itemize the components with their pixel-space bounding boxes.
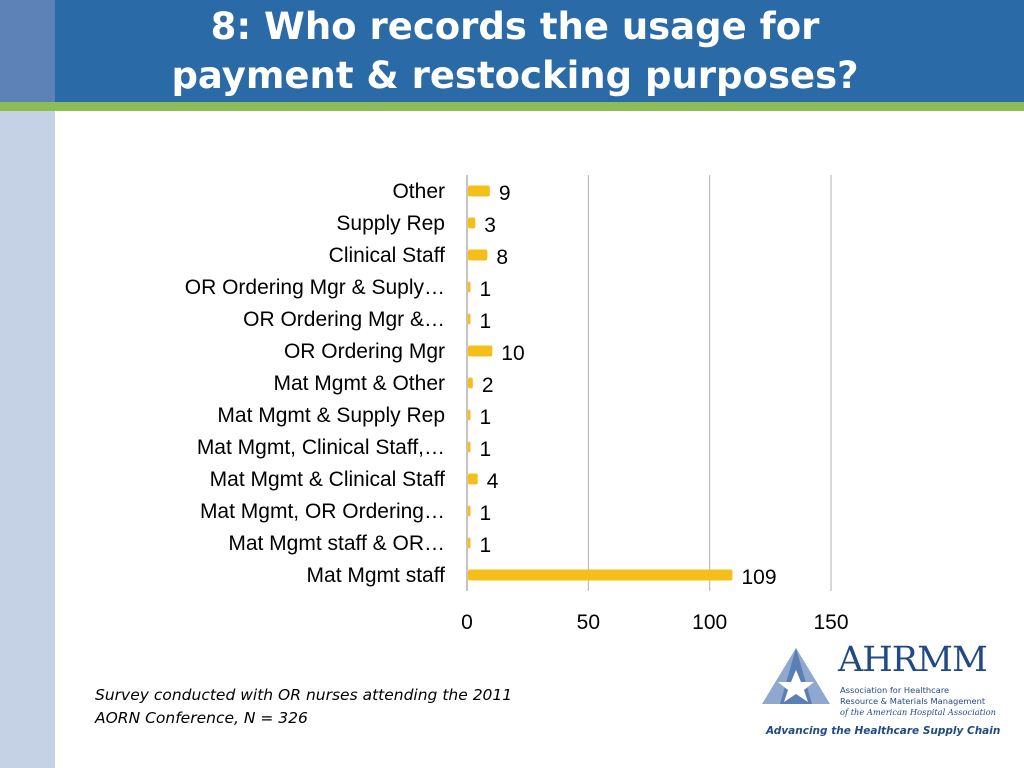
bar-9: [468, 473, 478, 485]
bar-6: [468, 377, 473, 389]
logo-subtitle: Association for Healthcare Resource & Ma…: [840, 685, 1005, 718]
data-label-5: 10: [501, 342, 524, 365]
category-label-1: Supply Rep: [336, 212, 445, 235]
logo-sub-line-3: of the American Hospital Association: [840, 707, 996, 717]
logo-tagline: Advancing the Healthcare Supply Chain: [766, 725, 1001, 737]
category-label-9: Mat Mgmt & Clinical Staff: [210, 468, 446, 491]
x-tick-label-2: 100: [692, 611, 727, 634]
bar-4: [468, 313, 471, 325]
data-label-3: 1: [480, 278, 492, 301]
data-label-10: 1: [480, 502, 492, 525]
category-label-8: Mat Mgmt, Clinical Staff,…: [197, 436, 445, 459]
bar-12: [468, 569, 733, 581]
bar-1: [468, 217, 476, 229]
x-tick-label-1: 50: [577, 611, 600, 634]
x-tick-label-0: 0: [461, 611, 473, 634]
data-label-6: 2: [482, 374, 494, 397]
category-label-5: OR Ordering Mgr: [284, 340, 445, 363]
left-decor-strip: [0, 0, 55, 768]
data-label-8: 1: [480, 438, 492, 461]
title-band: [55, 0, 1024, 102]
category-label-12: Mat Mgmt staff: [307, 564, 446, 587]
bar-10: [468, 505, 471, 517]
slide-title: 8: Who records the usage for payment & r…: [55, 2, 975, 100]
logo-sub-line-1: Association for Healthcare: [840, 685, 950, 695]
category-label-3: OR Ordering Mgr & Suply…: [185, 276, 445, 299]
category-label-4: OR Ordering Mgr &…: [243, 308, 445, 331]
data-label-12: 109: [742, 566, 777, 589]
category-label-7: Mat Mgmt & Supply Rep: [217, 404, 445, 427]
bar-5: [468, 345, 493, 357]
bar-2: [468, 249, 488, 261]
category-label-10: Mat Mgmt, OR Ordering…: [200, 500, 445, 523]
x-tick-label-3: 150: [813, 611, 848, 634]
logo-sub-line-2: Resource & Materials Management: [840, 696, 986, 706]
bar-11: [468, 537, 471, 549]
slide-title-line-1: 8: Who records the usage for: [210, 5, 820, 48]
category-label-2: Clinical Staff: [329, 244, 445, 267]
category-label-11: Mat Mgmt staff & OR…: [228, 532, 445, 555]
data-label-1: 3: [484, 214, 496, 237]
data-label-7: 1: [480, 406, 492, 429]
bar-8: [468, 441, 471, 453]
data-label-0: 9: [499, 182, 511, 205]
category-label-0: Other: [392, 180, 445, 203]
data-label-9: 4: [487, 470, 499, 493]
bar-7: [468, 409, 471, 421]
data-label-2: 8: [496, 246, 508, 269]
slide-title-line-2: payment & restocking purposes?: [171, 54, 859, 97]
title-underline: [0, 102, 1024, 111]
data-label-4: 1: [480, 310, 492, 333]
footnote-line-2: AORN Conference, N = 326: [95, 709, 308, 727]
footnote-line-1: Survey conducted with OR nurses attendin…: [95, 686, 513, 704]
bar-0: [468, 185, 490, 197]
ahrmm-star-icon: [762, 648, 830, 704]
left-decor-strip-top: [0, 0, 55, 102]
data-label-11: 1: [480, 534, 492, 557]
survey-footnote: Survey conducted with OR nurses attendin…: [95, 684, 615, 730]
ahrmm-logo: AHRMM Association for Healthcare Resourc…: [760, 640, 1000, 745]
category-label-6: Mat Mgmt & Other: [273, 372, 445, 395]
logo-name: AHRMM: [838, 640, 988, 680]
bar-3: [468, 281, 471, 293]
